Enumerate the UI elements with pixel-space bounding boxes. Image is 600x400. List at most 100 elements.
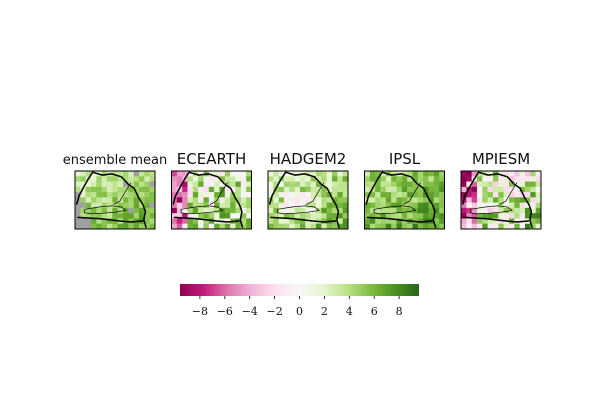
grid-cell xyxy=(235,202,242,209)
grid-cell xyxy=(182,218,188,225)
grid-cell xyxy=(369,218,376,225)
grid-cell xyxy=(144,223,150,230)
grid-cell xyxy=(487,207,494,214)
grid-cell xyxy=(91,171,97,177)
grid-cell xyxy=(112,207,118,214)
grid-cell xyxy=(240,218,247,225)
grid-cell xyxy=(268,202,274,209)
grid-cell xyxy=(294,213,301,219)
grid-cell xyxy=(342,171,349,177)
grid-cell xyxy=(182,223,188,230)
grid-cell xyxy=(268,181,274,188)
grid-cell xyxy=(208,213,215,219)
grid-cell xyxy=(268,176,274,182)
grid-cell xyxy=(294,192,301,198)
grid-cell xyxy=(471,207,478,214)
grid-cell xyxy=(230,223,236,230)
grid-cell xyxy=(498,223,504,230)
grid-cell xyxy=(487,218,494,225)
grid-cell xyxy=(123,192,129,198)
grid-cell xyxy=(198,176,204,182)
grid-cell xyxy=(133,223,140,230)
grid-cell xyxy=(107,223,113,230)
grid-cell xyxy=(514,192,520,198)
grid-cell xyxy=(101,186,108,193)
grid-cell xyxy=(214,171,220,177)
grid-cell xyxy=(487,197,494,203)
grid-cell xyxy=(380,192,387,198)
panel-title: HADGEM2 xyxy=(270,150,347,168)
colorbar-tick-label: −6 xyxy=(217,305,233,318)
grid-cell xyxy=(530,213,536,219)
river-line xyxy=(402,182,421,205)
grid-cell xyxy=(107,218,113,225)
grid-cell xyxy=(477,218,483,225)
grid-cell xyxy=(514,207,520,214)
grid-cell xyxy=(375,186,381,193)
grid-cell xyxy=(268,213,274,219)
grid-cell xyxy=(144,202,150,209)
grid-cell xyxy=(294,197,301,203)
grid-cell xyxy=(240,181,247,188)
grid-cell xyxy=(149,192,156,198)
grid-cell xyxy=(337,202,343,209)
grid-cell xyxy=(91,202,97,209)
grid-cell xyxy=(321,171,327,177)
grid-cell xyxy=(192,213,199,219)
grid-cell xyxy=(407,202,413,209)
grid-cell xyxy=(85,207,92,214)
southern-border xyxy=(173,216,240,223)
grid-cell xyxy=(428,176,435,182)
grid-cell xyxy=(192,202,199,209)
grid-cell xyxy=(332,202,338,209)
grid-cell xyxy=(498,197,504,203)
grid-cell xyxy=(477,207,483,214)
grid-cell xyxy=(214,223,220,230)
grid-cell xyxy=(391,202,397,209)
grid-cell xyxy=(224,197,231,203)
grid-cell xyxy=(482,176,488,182)
grid-cell xyxy=(139,197,145,203)
grid-cell xyxy=(112,218,118,225)
grid-cell xyxy=(192,207,199,214)
grid-cell xyxy=(91,186,97,193)
grid-cell xyxy=(332,213,338,219)
grid-cell xyxy=(477,202,483,209)
grid-cell xyxy=(482,223,488,230)
grid-cell xyxy=(493,223,499,230)
grid-cell xyxy=(326,213,333,219)
grid-cell xyxy=(224,223,231,230)
grid-cell xyxy=(101,181,108,188)
grid-cell xyxy=(284,176,290,182)
grid-cell xyxy=(176,181,183,188)
grid-cell xyxy=(530,207,536,214)
grid-cell xyxy=(75,181,81,188)
grid-cell xyxy=(246,197,252,203)
grid-cell xyxy=(187,202,194,209)
grid-cell xyxy=(149,186,156,193)
grid-cell xyxy=(535,213,542,219)
grid-cell xyxy=(117,186,124,193)
grid-cell xyxy=(149,213,156,219)
gambia-outline xyxy=(373,205,417,215)
grid-cell xyxy=(503,176,510,182)
grid-cell xyxy=(525,213,531,219)
map-panel: IPSL xyxy=(364,150,445,230)
grid-cell xyxy=(342,202,349,209)
grid-cell xyxy=(423,202,429,209)
grid-cell xyxy=(503,192,510,198)
grid-cell xyxy=(423,223,429,230)
grid-cell xyxy=(423,213,429,219)
grid-cell xyxy=(407,181,413,188)
grid-cell xyxy=(300,197,306,203)
grid-cell xyxy=(391,213,397,219)
grid-cell xyxy=(310,171,317,177)
grid-cell xyxy=(208,186,215,193)
river-line xyxy=(499,182,518,205)
grid-cell xyxy=(176,213,183,219)
grid-cell xyxy=(332,181,338,188)
grid-cell xyxy=(385,218,392,225)
grid-cell xyxy=(139,223,145,230)
grid-cell xyxy=(407,207,413,214)
grid-cell xyxy=(107,202,113,209)
